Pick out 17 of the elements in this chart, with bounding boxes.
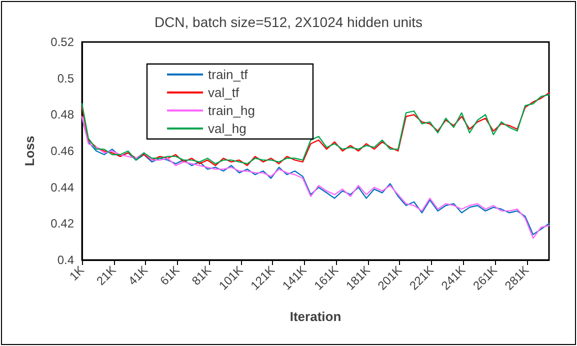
y-tick-label: 0.52 [50, 35, 74, 49]
y-tick-label: 0.46 [50, 144, 74, 158]
y-tick-label: 0.48 [50, 108, 74, 122]
x-axis-title: Iteration [290, 309, 342, 324]
chart-title: DCN, batch size=512, 2X1024 hidden units [154, 14, 423, 30]
legend-label: val_tf [208, 85, 240, 100]
legend-label: val_hg [208, 121, 246, 136]
y-tick-label: 0.5 [57, 71, 74, 86]
y-tick-label: 0.44 [50, 180, 74, 194]
legend-label: train_tf [208, 67, 248, 82]
x-tick-label: 21K [94, 263, 119, 288]
y-axis-title: Loss [22, 136, 37, 166]
x-tick-label: 61K [157, 263, 182, 288]
legend-label: train_hg [208, 103, 255, 118]
x-tick-label: 81K [189, 263, 214, 288]
y-tick-label: 0.42 [50, 216, 74, 231]
x-tick-label: 41K [126, 263, 150, 288]
